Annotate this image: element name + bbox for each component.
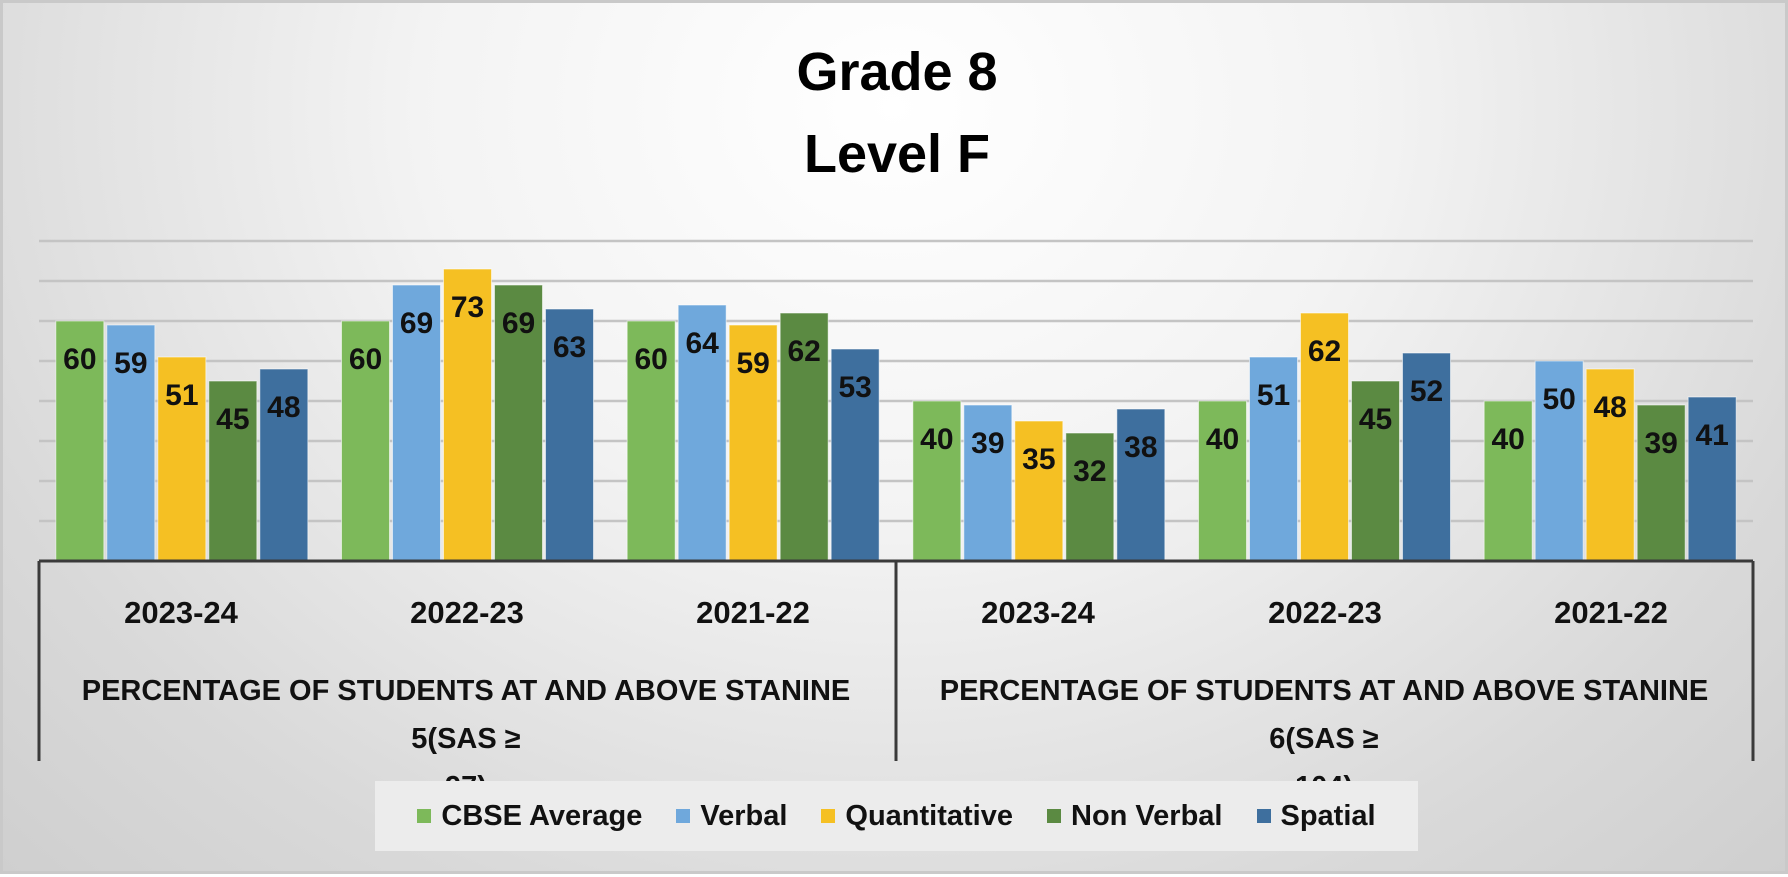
legend-item: Non Verbal <box>1047 800 1223 833</box>
bar <box>677 304 727 562</box>
bar <box>1300 312 1349 562</box>
chart-title-line-2: Level F <box>803 124 991 184</box>
data-label: 69 <box>400 307 433 340</box>
bar <box>779 312 829 562</box>
data-label: 60 <box>634 343 667 376</box>
data-label: 60 <box>349 343 382 376</box>
chart-title-line-1: Grade 8 <box>796 42 998 102</box>
bar <box>1351 380 1400 562</box>
bar <box>1483 400 1533 562</box>
data-label: 39 <box>971 427 1004 460</box>
category-label: 2023-24 <box>124 595 238 630</box>
data-label: 35 <box>1022 443 1055 476</box>
bar <box>1534 360 1584 562</box>
data-label: 45 <box>1359 403 1392 436</box>
bar <box>341 320 390 562</box>
data-label: 45 <box>216 403 249 436</box>
category-label: 2021-22 <box>696 595 810 630</box>
data-label: 62 <box>1308 335 1341 368</box>
data-label: 40 <box>1491 423 1524 456</box>
bar <box>1585 368 1635 562</box>
bar <box>259 368 309 562</box>
bar <box>1116 408 1166 562</box>
bar <box>1249 356 1298 562</box>
data-label: 52 <box>1410 375 1443 408</box>
bar <box>1014 420 1064 562</box>
category-label: 2021-22 <box>1554 595 1668 630</box>
legend-swatch <box>1256 809 1271 823</box>
legend-label: Quantitative <box>845 799 1013 832</box>
data-label: 62 <box>787 335 820 368</box>
data-label: 48 <box>267 391 300 424</box>
data-label: 73 <box>451 291 484 324</box>
data-label: 39 <box>1644 427 1677 460</box>
data-label: 69 <box>502 307 535 340</box>
chart-legend: CBSE Average Verbal Quantitative Non Ver… <box>375 781 1418 851</box>
data-label: 40 <box>1206 423 1239 456</box>
legend-swatch <box>821 809 836 823</box>
group-label-line: PERCENTAGE OF STUDENTS AT AND ABOVE STAN… <box>939 675 1709 755</box>
data-label: 51 <box>1257 379 1290 412</box>
data-label: 64 <box>685 327 719 360</box>
legend-item: Quantitative <box>821 800 1013 833</box>
data-label: 41 <box>1695 419 1728 452</box>
bar <box>157 356 207 562</box>
bar <box>1687 396 1737 562</box>
legend-item: Spatial <box>1256 799 1376 833</box>
data-label: 51 <box>165 379 198 412</box>
bar <box>963 404 1013 562</box>
legend-label: Non Verbal <box>1071 799 1223 832</box>
data-label: 53 <box>838 371 871 404</box>
data-label: 38 <box>1124 431 1157 464</box>
legend-swatch <box>1047 809 1061 823</box>
legend-item: CBSE Average <box>417 800 642 833</box>
category-label: 2023-24 <box>981 595 1095 630</box>
data-label: 59 <box>736 347 769 380</box>
legend-label: CBSE Average <box>441 799 643 832</box>
bar <box>208 380 258 562</box>
bar <box>912 400 962 562</box>
bar <box>830 348 880 562</box>
data-label: 59 <box>114 347 147 380</box>
bar <box>1065 432 1115 562</box>
category-label: 2022-23 <box>410 595 524 630</box>
bar <box>55 320 105 562</box>
legend-swatch <box>417 809 432 823</box>
bar <box>392 284 441 562</box>
bar <box>1198 400 1247 562</box>
category-label: 2022-23 <box>1268 595 1382 630</box>
legend-swatch <box>676 809 691 823</box>
data-label: 60 <box>63 343 96 376</box>
bar <box>106 324 156 562</box>
data-label: 32 <box>1073 455 1106 488</box>
bar <box>626 320 676 562</box>
chart-plot: 60 59 51 45 48 60 69 73 69 63 60 64 59 62 53 40 39 35 32 38… <box>37 239 1755 761</box>
data-label: 63 <box>553 331 586 364</box>
legend-label: Verbal <box>700 799 788 832</box>
legend-label: Spatial <box>1280 799 1376 832</box>
bar <box>728 324 778 562</box>
legend-item: Verbal <box>676 800 787 833</box>
bar <box>1402 352 1451 562</box>
data-label: 48 <box>1593 391 1626 424</box>
data-label: 50 <box>1542 383 1575 416</box>
bar <box>1636 404 1686 562</box>
bar <box>443 268 492 562</box>
group-label-line: PERCENTAGE OF STUDENTS AT AND ABOVE STAN… <box>81 675 851 755</box>
data-label: 40 <box>920 423 953 456</box>
